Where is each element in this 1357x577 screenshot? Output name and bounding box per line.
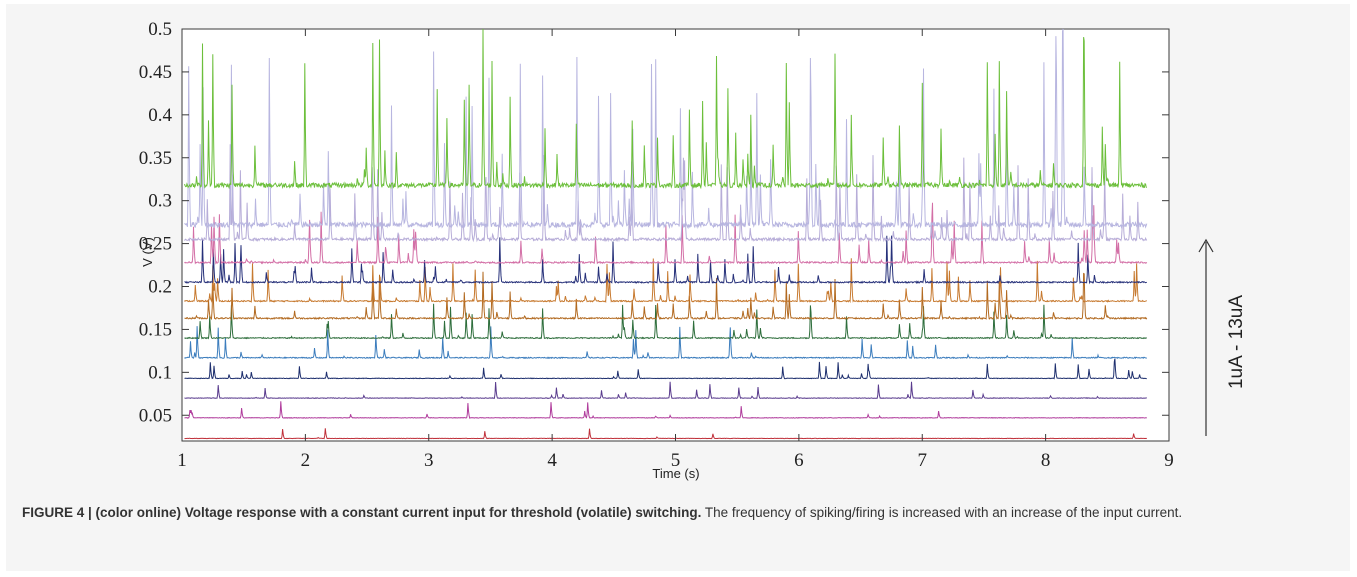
plot-area <box>181 28 1170 442</box>
x-tick-label: 9 <box>1164 450 1174 471</box>
x-tick-label: 4 <box>547 450 557 471</box>
caption-title: FIGURE 4 | (color online) Voltage respon… <box>22 505 702 520</box>
y-tick-label: 0.3 <box>148 191 172 212</box>
y-axis-title: V (V) <box>140 237 155 267</box>
x-tick-label: 8 <box>1041 450 1051 471</box>
x-tick-label: 7 <box>918 450 928 471</box>
y-tick-label: 0.5 <box>148 19 172 40</box>
series-line-1 <box>184 428 1147 440</box>
arrow-head-icon <box>1198 238 1214 253</box>
tick-layer: 1 2 3 4 5 6 7 8 9 0.05 0.1 0.15 0.2 0.25 0.3 0.35 0.4 0.4… <box>139 19 1174 471</box>
current-range-annotation: 1uA - 13uA <box>1198 238 1247 436</box>
series-line-3 <box>184 381 1147 400</box>
y-tick-label: 0.15 <box>139 319 172 340</box>
y-tick-label: 0.05 <box>139 405 172 426</box>
figure-panel: 1 2 3 4 5 6 7 8 9 0.05 0.1 0.15 0.2 0.25 0.3 0.35 0.4 0.4… <box>6 4 1350 571</box>
series-line-11 <box>184 144 1148 243</box>
series-line-2 <box>184 401 1147 419</box>
series-line-7 <box>184 271 1148 321</box>
series-layer <box>184 28 1148 440</box>
x-tick-label: 5 <box>671 450 681 471</box>
x-tick-label: 1 <box>177 450 187 471</box>
y-tick-label: 0.25 <box>139 234 172 255</box>
x-tick-label: 3 <box>424 450 434 471</box>
series-line-9 <box>184 235 1147 285</box>
series-line-13 <box>184 28 1148 190</box>
x-tick-label: 6 <box>794 450 804 471</box>
series-line-6 <box>184 303 1147 340</box>
x-axis-title: Time (s) <box>652 466 699 481</box>
series-line-4 <box>184 358 1147 380</box>
series-line-8 <box>184 258 1147 304</box>
y-tick-label: 0.4 <box>148 105 172 126</box>
y-tick-label: 0.2 <box>148 277 172 298</box>
caption-text: The frequency of spiking/firing is incre… <box>701 505 1183 520</box>
x-tick-label: 2 <box>301 450 311 471</box>
series-line-5 <box>184 326 1147 360</box>
y-tick-label: 0.45 <box>139 62 172 83</box>
figure-caption: FIGURE 4 | (color online) Voltage respon… <box>22 502 1340 523</box>
chart: 1 2 3 4 5 6 7 8 9 0.05 0.1 0.15 0.2 0.25 0.3 0.35 0.4 0.4… <box>139 19 1247 481</box>
current-range-label: 1uA - 13uA <box>1226 295 1247 389</box>
series-line-12 <box>184 28 1148 230</box>
y-tick-label: 0.35 <box>139 148 172 169</box>
y-tick-label: 0.1 <box>148 362 172 383</box>
